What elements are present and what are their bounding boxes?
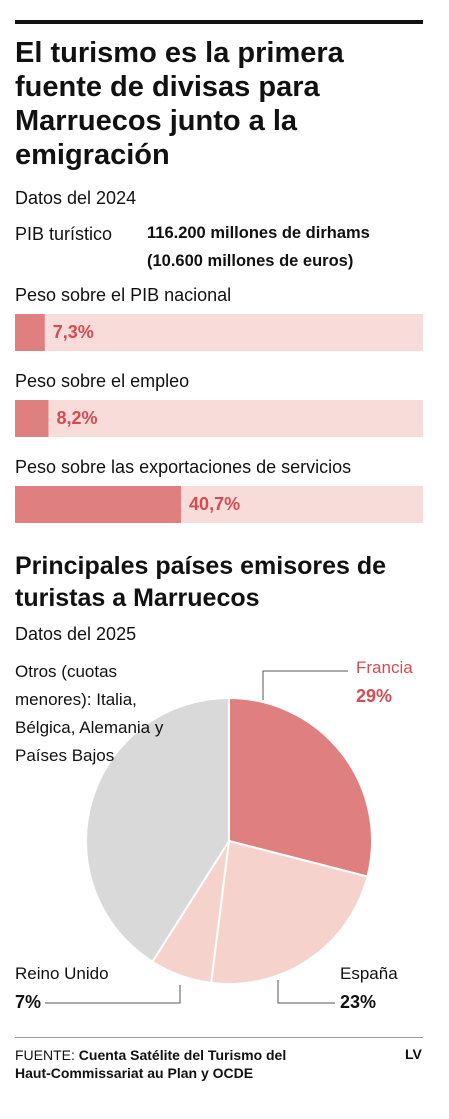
- bar-track: [15, 400, 423, 437]
- pie-label: España: [340, 964, 398, 983]
- subtitle: Datos del 2024: [15, 188, 137, 208]
- title: El turismo es la primera fuente de divis…: [15, 37, 344, 171]
- bar-track: [15, 314, 423, 351]
- pib-value: (10.600 millones de euros): [147, 252, 354, 270]
- bar-category: Peso sobre las exportaciones de servicio…: [15, 457, 352, 477]
- bar-category: Peso sobre el empleo: [15, 371, 190, 391]
- pie-value-label: 23%: [340, 992, 377, 1012]
- value-label: 7,3%: [52, 322, 94, 342]
- pie-label: Reino Unido: [15, 964, 109, 983]
- pib-value: 116.200 millones de dirhams: [147, 224, 370, 242]
- leader-line: [45, 985, 181, 1004]
- top-rule: [15, 20, 423, 24]
- leader-line: [277, 980, 335, 1004]
- value-label: 40,7%: [189, 494, 241, 514]
- value-label: 8,2%: [56, 408, 98, 428]
- leader-line: [262, 670, 348, 700]
- logo: LV: [405, 1046, 422, 1062]
- pie-slice: [209, 839, 369, 985]
- pie-label: Otros (cuotas menores): Italia, Bélgica,…: [15, 662, 164, 765]
- pie-title: Principales países emisores de turistas …: [15, 552, 387, 612]
- pie-slice: [85, 696, 230, 964]
- pie-label: Francia: [356, 658, 413, 677]
- bar: [15, 314, 45, 351]
- bar-category: Peso sobre el PIB nacional: [15, 285, 232, 305]
- source-text: Cuenta Satélite del Turismo del Haut-Com…: [15, 1047, 287, 1081]
- bar: [15, 486, 182, 523]
- pib-label: PIB turístico: [15, 224, 113, 244]
- source: FUENTE: Cuenta Satélite del Turismo del …: [15, 1046, 305, 1082]
- source-rule: [15, 1037, 423, 1038]
- source-label: FUENTE:: [15, 1047, 75, 1063]
- pie-value-label: 7%: [15, 992, 42, 1012]
- pie-value-label: 29%: [356, 686, 393, 706]
- bar: [15, 400, 49, 437]
- pie-subtitle: Datos del 2025: [15, 624, 137, 644]
- pie-slice: [228, 696, 373, 878]
